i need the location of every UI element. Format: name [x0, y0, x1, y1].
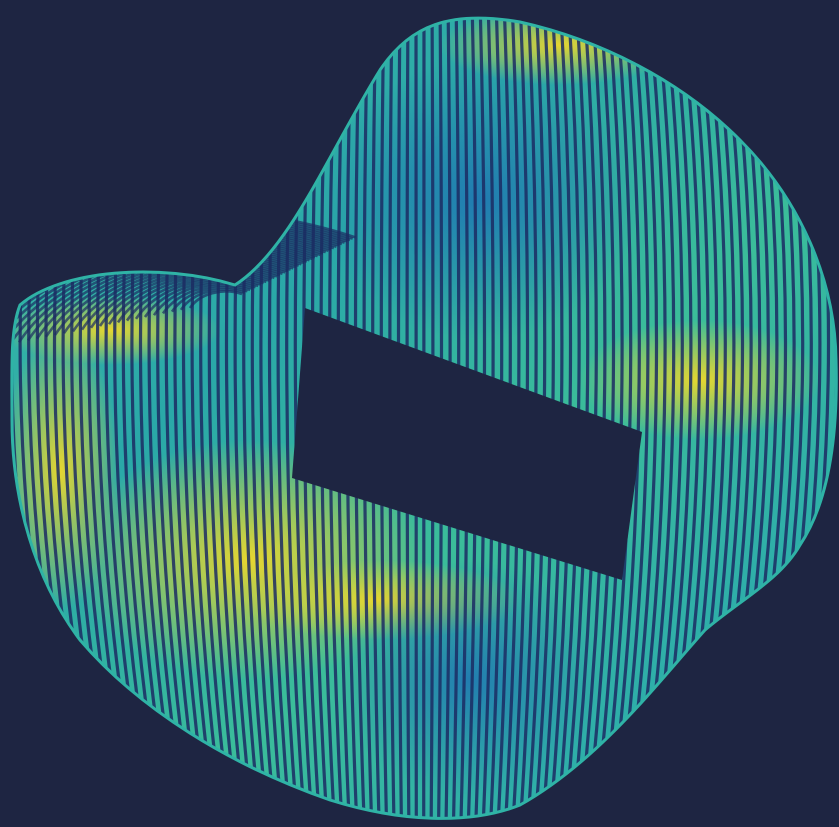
mesh-line [188, 290, 243, 309]
mesh-line [170, 286, 248, 313]
mesh-line [592, 18, 624, 819]
mesh-line [563, 18, 590, 819]
mesh-line [161, 284, 251, 315]
mesh-line [0, 0, 8, 827]
mesh-line [607, 18, 641, 819]
surface-edge [10, 16, 838, 820]
mesh-line [0, 0, 1, 827]
mesh-line [152, 282, 254, 316]
mesh-line [578, 18, 607, 819]
shade [340, 560, 600, 800]
mesh-line [615, 18, 650, 819]
mesh-line [600, 18, 633, 819]
shade [320, 60, 640, 340]
mesh-line [179, 288, 246, 311]
mesh-line [585, 18, 616, 819]
surface-hole [292, 308, 642, 580]
mesh-line [570, 18, 598, 819]
